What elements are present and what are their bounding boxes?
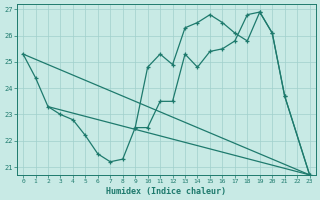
X-axis label: Humidex (Indice chaleur): Humidex (Indice chaleur) bbox=[106, 187, 226, 196]
